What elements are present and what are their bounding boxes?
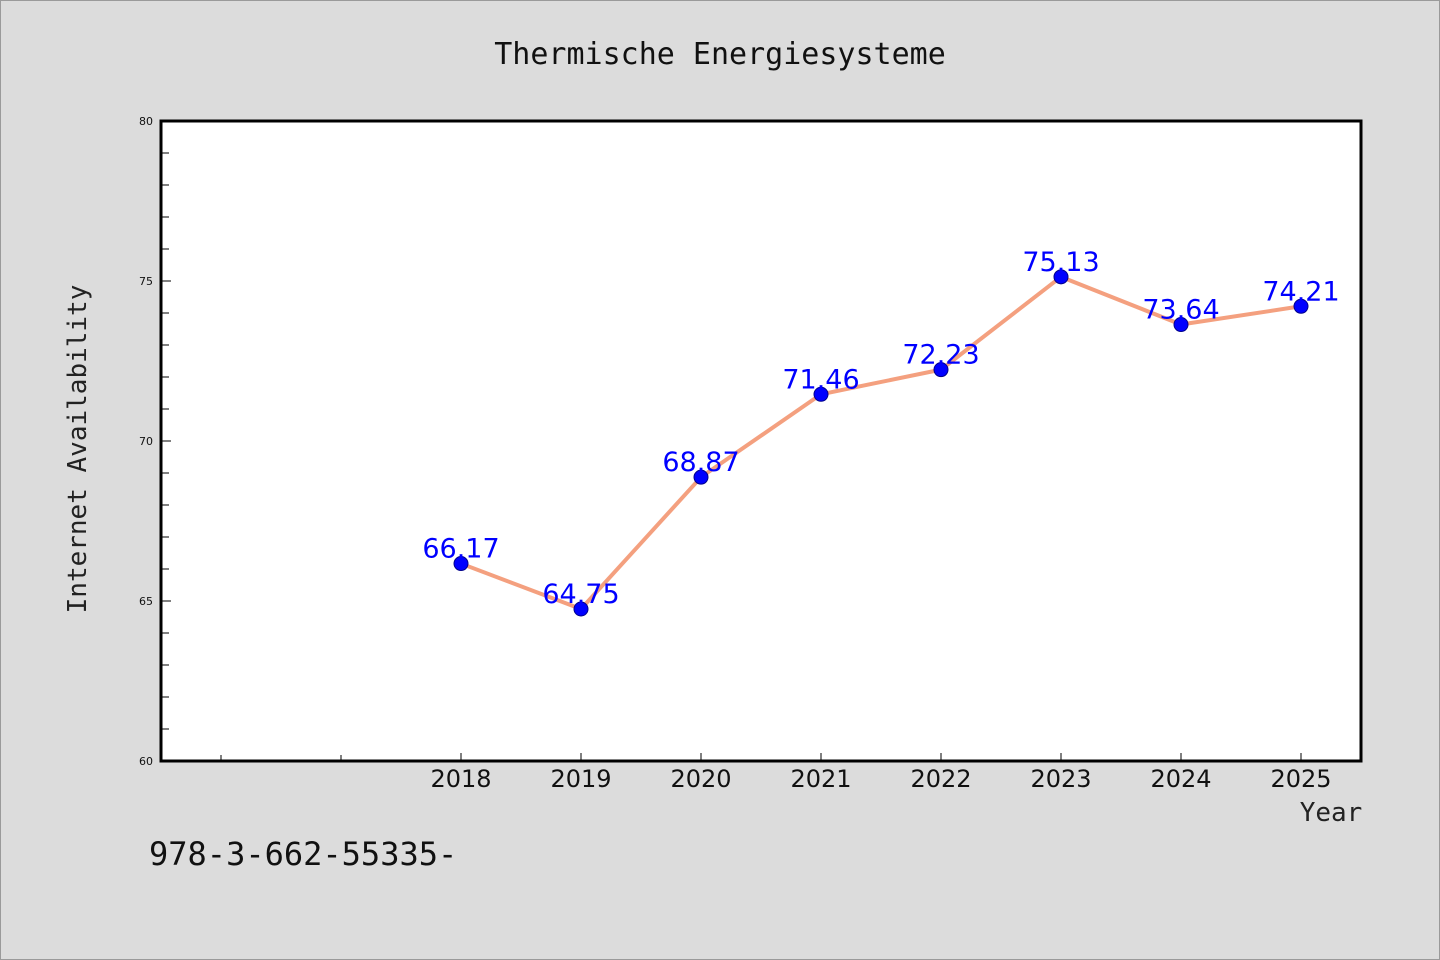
y-axis: 60 65 70 75 80 (139, 115, 171, 768)
data-label: 71.46 (782, 364, 859, 395)
data-label: 73.64 (1142, 295, 1219, 326)
plot-area (159, 119, 1363, 763)
y-tick-label: 60 (139, 755, 153, 768)
footer-code: 978-3-662-55335- (149, 835, 457, 873)
data-label: 66.17 (422, 534, 499, 565)
series-group: 66.17 64.75 68.87 71.46 72.23 75.13 73.64 74.21 (422, 247, 1340, 617)
y-tick-label: 80 (139, 115, 153, 128)
x-axis: 2018 2019 2020 2021 2022 2023 2024 2025 (220, 753, 1332, 793)
data-label: 75.13 (1022, 247, 1099, 278)
data-point (693, 469, 709, 485)
data-label: 64.75 (542, 579, 619, 610)
x-tick-label: 2019 (550, 765, 611, 793)
data-label: 74.21 (1262, 276, 1339, 307)
data-point (453, 556, 469, 572)
data-point (1053, 269, 1069, 285)
data-point (1293, 298, 1309, 314)
x-tick-label: 2020 (670, 765, 731, 793)
x-tick-label: 2021 (790, 765, 851, 793)
x-tick-label: 2022 (910, 765, 971, 793)
x-tick-label: 2025 (1270, 765, 1331, 793)
chart-title: Thermische Energiesysteme (494, 37, 946, 72)
data-point (573, 601, 589, 617)
y-tick-label: 70 (139, 435, 153, 448)
x-tick-label: 2018 (430, 765, 491, 793)
data-label: 68.87 (662, 447, 739, 478)
data-point (1173, 317, 1189, 333)
y-tick-label: 65 (139, 595, 153, 608)
data-point (933, 362, 949, 378)
x-axis-label: Year (1300, 798, 1363, 828)
y-axis-label: Internet Availability (63, 285, 93, 614)
series-line (460, 274, 1302, 611)
x-tick-label: 2024 (1150, 765, 1211, 793)
y-tick-label: 75 (139, 275, 153, 288)
data-label: 72.23 (902, 340, 979, 371)
data-point (813, 386, 829, 402)
x-tick-label: 2023 (1030, 765, 1091, 793)
